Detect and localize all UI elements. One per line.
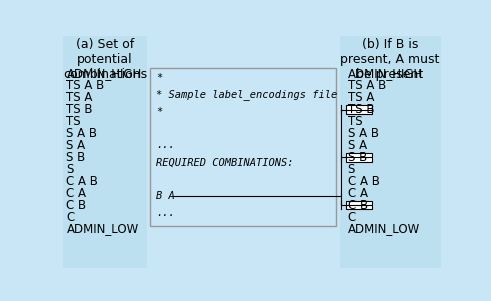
Text: C A B: C A B: [348, 175, 380, 188]
Text: C A: C A: [66, 187, 86, 200]
Text: TS A B: TS A B: [66, 79, 105, 92]
Text: TS: TS: [66, 115, 81, 128]
Text: TS A: TS A: [66, 91, 93, 104]
Text: TS B: TS B: [66, 103, 93, 116]
Text: C B: C B: [66, 199, 86, 212]
Text: C: C: [348, 211, 356, 224]
Text: ...: ...: [156, 141, 174, 150]
Text: TS A: TS A: [348, 91, 374, 104]
Text: REQUIRED COMBINATIONS:: REQUIRED COMBINATIONS:: [156, 157, 293, 167]
Text: TS A B: TS A B: [348, 79, 386, 92]
Text: C B: C B: [348, 199, 368, 212]
Text: S: S: [66, 163, 74, 176]
Text: C: C: [66, 211, 75, 224]
Text: C A B: C A B: [66, 175, 98, 188]
Text: S A B: S A B: [66, 127, 97, 140]
Text: C A: C A: [348, 187, 367, 200]
Text: ADMIN_HIGH: ADMIN_HIGH: [348, 67, 423, 80]
Text: ADMIN_HIGH: ADMIN_HIGH: [66, 67, 142, 80]
Text: B A: B A: [156, 191, 174, 201]
Bar: [62, 36, 147, 268]
Bar: [340, 36, 440, 268]
Text: ADMIN_LOW: ADMIN_LOW: [66, 222, 138, 235]
Text: S A: S A: [348, 139, 367, 152]
Text: *: *: [156, 73, 162, 83]
Text: S B: S B: [66, 151, 86, 164]
Text: S: S: [348, 163, 355, 176]
Text: (b) If B is
present, A must
be present: (b) If B is present, A must be present: [340, 39, 439, 82]
Text: TS: TS: [348, 115, 362, 128]
Text: *: *: [156, 107, 162, 116]
Text: S A B: S A B: [348, 127, 379, 140]
Text: S B: S B: [348, 151, 367, 164]
Bar: [346, 201, 372, 209]
Text: ADMIN_LOW: ADMIN_LOW: [348, 222, 420, 235]
Bar: [150, 68, 336, 225]
Text: ...: ...: [156, 208, 174, 218]
Bar: [346, 153, 372, 162]
Text: TS B: TS B: [348, 103, 374, 116]
Text: (a) Set of
potential
combinations: (a) Set of potential combinations: [63, 39, 147, 82]
Bar: [346, 105, 372, 114]
Text: S A: S A: [66, 139, 85, 152]
Text: * Sample label_encodings file: * Sample label_encodings file: [156, 89, 337, 100]
